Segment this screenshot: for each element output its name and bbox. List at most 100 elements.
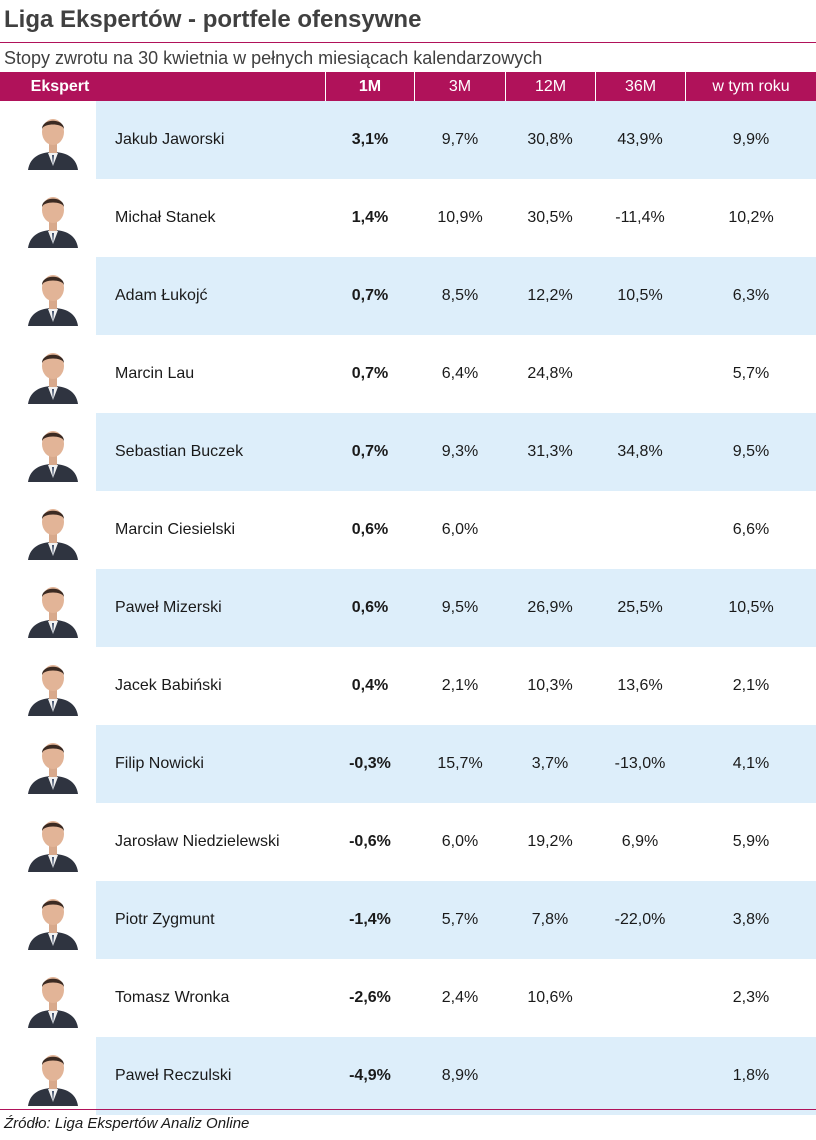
return-1m: 0,7% xyxy=(351,365,389,382)
return-36m xyxy=(595,1037,685,1115)
return-1m: 0,4% xyxy=(351,677,389,694)
return-1m: -0,6% xyxy=(349,833,391,850)
expert-name: Filip Nowicki xyxy=(115,755,204,772)
table-row: Filip Nowicki -0,3% 15,7% 3,7% -13,0% 4,1% xyxy=(0,725,816,803)
avatar xyxy=(22,968,84,1028)
header-divider xyxy=(595,72,596,101)
return-36m: -13,0% xyxy=(614,755,666,772)
column-header-ytd: w tym roku xyxy=(712,78,790,95)
column-header-expert: Ekspert xyxy=(30,78,90,95)
column-header-3m: 3M xyxy=(448,78,472,95)
expert-name: Tomasz Wronka xyxy=(115,989,230,1006)
return-ytd: 4,1% xyxy=(732,755,770,772)
return-36m: -22,0% xyxy=(614,911,666,928)
expert-name: Paweł Mizerski xyxy=(115,599,222,616)
return-1m: 0,7% xyxy=(351,287,389,304)
return-1m: -0,3% xyxy=(349,755,391,772)
avatar xyxy=(22,344,84,404)
return-ytd: 2,1% xyxy=(732,677,770,694)
ranking-table: Jakub Jaworski 3,1% 9,7% 30,8% 43,9% 9,9% Mich… xyxy=(0,101,816,1115)
return-36m xyxy=(595,335,685,413)
return-ytd: 10,2% xyxy=(728,209,774,226)
return-ytd: 6,3% xyxy=(732,287,770,304)
title-divider xyxy=(0,42,816,43)
avatar xyxy=(22,1046,84,1106)
avatar xyxy=(22,890,84,950)
return-12m: 12,2% xyxy=(527,287,573,304)
avatar xyxy=(22,656,84,716)
avatar xyxy=(22,188,84,248)
return-3m: 9,5% xyxy=(441,599,479,616)
table-row: Jacek Babiński 0,4% 2,1% 10,3% 13,6% 2,1% xyxy=(0,647,816,725)
header-divider xyxy=(325,72,326,101)
table-row: Piotr Zygmunt -1,4% 5,7% 7,8% -22,0% 3,8% xyxy=(0,881,816,959)
expert-name: Piotr Zygmunt xyxy=(115,911,215,928)
column-header-36m: 36M xyxy=(624,78,657,95)
return-3m: 2,1% xyxy=(441,677,479,694)
return-3m: 5,7% xyxy=(441,911,479,928)
expert-name: Jacek Babiński xyxy=(115,677,222,694)
return-36m xyxy=(595,959,685,1037)
return-12m: 24,8% xyxy=(527,365,573,382)
page-title: Liga Ekspertów - portfele ofensywne xyxy=(4,6,422,33)
return-36m: 25,5% xyxy=(617,599,663,616)
return-3m: 8,9% xyxy=(441,1067,479,1084)
return-3m: 15,7% xyxy=(437,755,483,772)
return-12m: 3,7% xyxy=(531,755,569,772)
return-12m: 26,9% xyxy=(527,599,573,616)
return-ytd: 5,9% xyxy=(732,833,770,850)
table-row: Adam Łukojć 0,7% 8,5% 12,2% 10,5% 6,3% xyxy=(0,257,816,335)
return-ytd: 9,5% xyxy=(732,443,770,460)
row-background xyxy=(96,1037,816,1115)
table-row: Sebastian Buczek 0,7% 9,3% 31,3% 34,8% 9,5% xyxy=(0,413,816,491)
expert-name: Michał Stanek xyxy=(115,209,216,226)
avatar xyxy=(22,500,84,560)
return-36m: 34,8% xyxy=(617,443,663,460)
return-12m: 10,3% xyxy=(527,677,573,694)
return-36m xyxy=(595,491,685,569)
return-3m: 8,5% xyxy=(441,287,479,304)
table-row: Jakub Jaworski 3,1% 9,7% 30,8% 43,9% 9,9% xyxy=(0,101,816,179)
return-3m: 10,9% xyxy=(437,209,483,226)
header-divider xyxy=(505,72,506,101)
expert-name: Paweł Reczulski xyxy=(115,1067,232,1084)
footer-divider xyxy=(0,1109,816,1110)
return-3m: 6,4% xyxy=(441,365,479,382)
page-subtitle: Stopy zwrotu na 30 kwietnia w pełnych mi… xyxy=(4,48,543,68)
return-ytd: 1,8% xyxy=(732,1067,770,1084)
return-12m: 19,2% xyxy=(527,833,573,850)
table-row: Marcin Lau 0,7% 6,4% 24,8% 5,7% xyxy=(0,335,816,413)
row-background xyxy=(96,881,816,959)
row-background xyxy=(96,725,816,803)
return-ytd: 10,5% xyxy=(728,599,774,616)
return-ytd: 6,6% xyxy=(732,521,770,538)
return-1m: 0,6% xyxy=(351,521,389,538)
expert-name: Jarosław Niedzielewski xyxy=(115,833,280,850)
return-ytd: 9,9% xyxy=(732,131,770,148)
avatar xyxy=(22,812,84,872)
table-row: Marcin Ciesielski 0,6% 6,0% 6,6% xyxy=(0,491,816,569)
return-3m: 9,7% xyxy=(441,131,479,148)
column-header-12m: 12M xyxy=(534,78,567,95)
return-12m: 30,8% xyxy=(527,131,573,148)
return-1m: 1,4% xyxy=(351,209,389,226)
return-3m: 2,4% xyxy=(441,989,479,1006)
return-1m: -1,4% xyxy=(349,911,391,928)
header-divider xyxy=(414,72,415,101)
return-36m: 6,9% xyxy=(621,833,659,850)
table-row: Paweł Mizerski 0,6% 9,5% 26,9% 25,5% 10,5% xyxy=(0,569,816,647)
return-36m: 13,6% xyxy=(617,677,663,694)
avatar xyxy=(22,110,84,170)
return-1m: 0,7% xyxy=(351,443,389,460)
return-12m: 31,3% xyxy=(527,443,573,460)
table-row: Paweł Reczulski -4,9% 8,9% 1,8% xyxy=(0,1037,816,1115)
expert-name: Sebastian Buczek xyxy=(115,443,244,460)
return-1m: -2,6% xyxy=(349,989,391,1006)
return-12m: 30,5% xyxy=(527,209,573,226)
return-3m: 9,3% xyxy=(441,443,479,460)
table-row: Michał Stanek 1,4% 10,9% 30,5% -11,4% 10,2% xyxy=(0,179,816,257)
avatar xyxy=(22,422,84,482)
row-background xyxy=(96,101,816,179)
return-ytd: 3,8% xyxy=(732,911,770,928)
expert-name: Adam Łukojć xyxy=(115,287,208,304)
